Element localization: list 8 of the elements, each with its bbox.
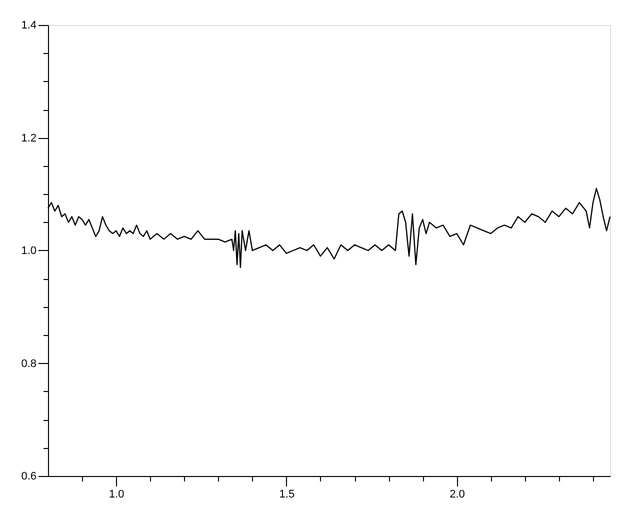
y-tick-label: 1.4: [21, 20, 36, 32]
x-tick-label: 2.0: [450, 488, 465, 500]
y-tick-label: 1.2: [21, 132, 36, 144]
x-tick-label: 1.0: [108, 488, 124, 500]
y-tick-label: 1.0: [21, 245, 36, 257]
y-tick-label: 0.6: [21, 470, 36, 482]
x-tick-label: 1.5: [279, 488, 295, 500]
y-tick-label: 0.8: [21, 358, 36, 370]
